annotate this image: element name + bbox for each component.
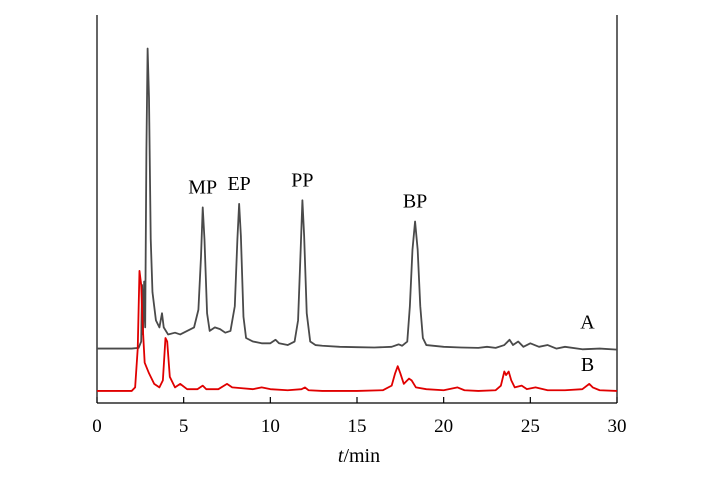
trace-labels: AB bbox=[580, 312, 595, 376]
peak-label-mp: MP bbox=[188, 176, 217, 198]
trace-label-a: A bbox=[580, 312, 595, 334]
trace-b bbox=[97, 270, 618, 392]
x-axis-title: t/min bbox=[338, 445, 380, 467]
x-tick-label: 25 bbox=[521, 416, 540, 437]
x-tick-label: 0 bbox=[92, 416, 102, 437]
plot-frame bbox=[96, 15, 618, 404]
x-tick-label: 30 bbox=[608, 416, 627, 437]
trace-a bbox=[97, 47, 618, 351]
x-tick-label: 5 bbox=[179, 416, 189, 437]
x-tick-label: 20 bbox=[434, 416, 453, 437]
x-tick-label: 15 bbox=[348, 416, 367, 437]
traces bbox=[97, 47, 618, 392]
peak-label-pp: PP bbox=[291, 169, 313, 191]
peak-label-ep: EP bbox=[227, 173, 250, 195]
peak-labels: MP EP PP BP bbox=[188, 169, 427, 212]
x-tick-label: 10 bbox=[261, 416, 280, 437]
peak-label-bp: BP bbox=[403, 191, 427, 213]
trace-label-b: B bbox=[581, 354, 594, 376]
x-axis-title-rest: /min bbox=[343, 445, 380, 467]
x-axis: 0 5 10 15 20 25 30 bbox=[92, 397, 627, 437]
x-axis-title-italic: t bbox=[338, 445, 344, 467]
